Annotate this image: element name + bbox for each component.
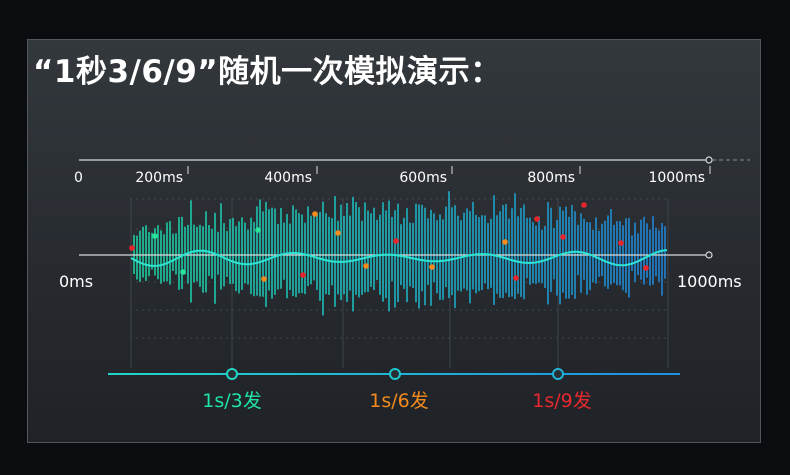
rate-marker-3 <box>226 368 238 380</box>
timeline-tick-label: 600ms <box>399 170 447 186</box>
hit-dot <box>534 216 540 222</box>
hit-dot <box>513 275 519 281</box>
wave-end-marker <box>705 251 713 259</box>
hit-dot <box>618 240 624 246</box>
wave-right-label: 1000ms <box>677 272 742 291</box>
timeline-tick-label: 400ms <box>264 170 312 186</box>
hit-dot <box>581 202 587 208</box>
hit-dot <box>429 264 435 270</box>
rate-marker-6 <box>389 368 401 380</box>
hit-dot <box>300 272 306 278</box>
timeline-tick-label: 800ms <box>527 170 575 186</box>
hit-dot <box>363 263 369 269</box>
wave-grid <box>130 198 670 368</box>
hit-dot <box>643 265 649 271</box>
hit-dot <box>502 239 508 245</box>
top-timeline: 0 200ms 400ms 600ms 800ms 1000ms <box>74 156 750 186</box>
hit-dots <box>129 202 649 282</box>
timeline-end-marker <box>705 156 713 164</box>
smooth-wave-line <box>130 249 668 267</box>
hit-dot <box>261 276 267 282</box>
hit-dot <box>393 238 399 244</box>
waveform-bars <box>133 191 666 316</box>
wave-left-label: 0ms <box>59 272 93 291</box>
hit-dot <box>335 230 341 236</box>
timeline-tick-label: 200ms <box>135 170 183 186</box>
hit-dot <box>152 233 158 239</box>
hit-dot <box>180 269 186 275</box>
rate-label-6: 1s/6发 <box>369 390 428 412</box>
timeline-start-label: 0 <box>74 170 83 186</box>
hit-dot <box>312 211 318 217</box>
page-title: “1秒3/6/9”随机一次模拟演示： <box>33 54 502 90</box>
hit-dot <box>255 227 261 233</box>
rate-label-3: 1s/3发 <box>202 390 261 412</box>
rate-label-9: 1s/9发 <box>532 390 591 412</box>
timeline-tick-label: 1000ms <box>648 170 705 186</box>
rate-timeline: 1s/3发 1s/6发 1s/9发 <box>108 368 680 412</box>
hit-dot <box>560 234 566 240</box>
hit-dot <box>129 245 135 251</box>
rate-marker-9 <box>552 368 564 380</box>
